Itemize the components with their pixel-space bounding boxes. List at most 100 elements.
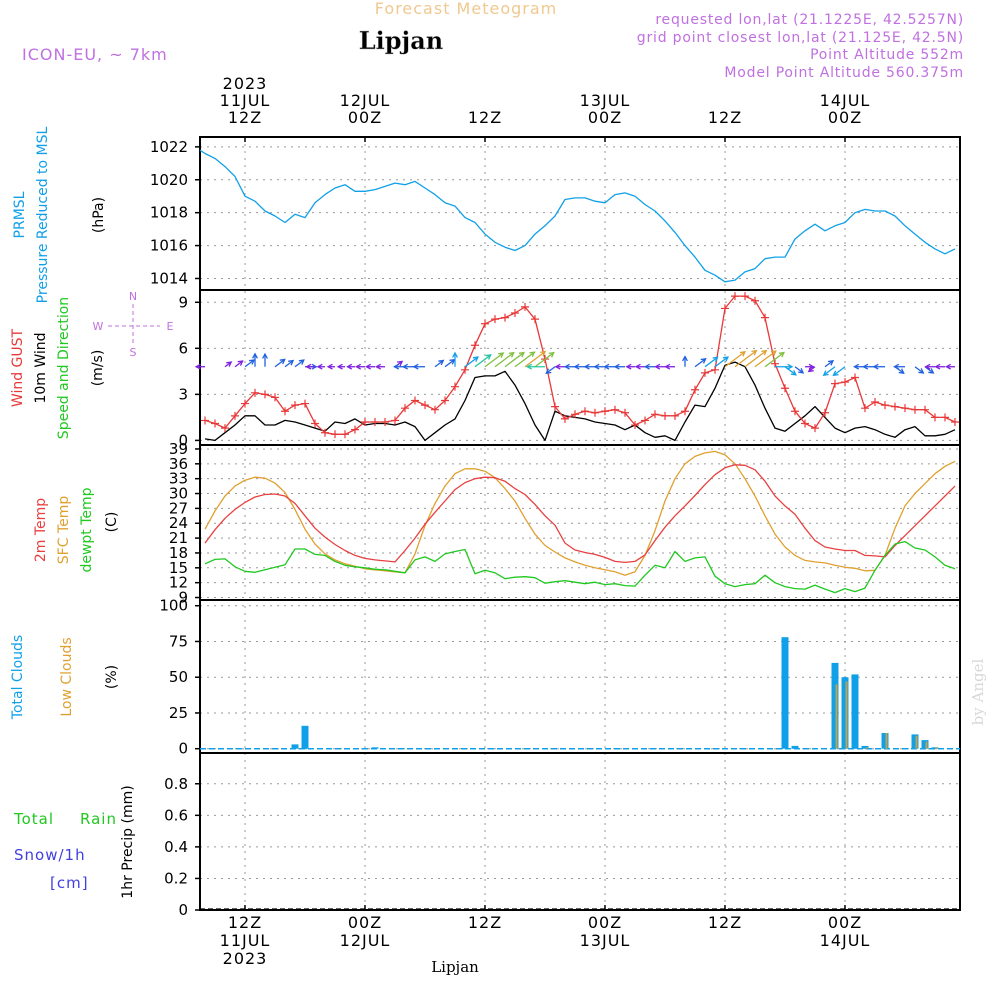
wind-direction-arrowhead: [751, 349, 758, 356]
ytick-label: 12: [169, 574, 188, 592]
ytick-label: 0.2: [164, 869, 188, 887]
gust-marker: [391, 416, 399, 425]
gust-marker: [601, 407, 609, 416]
wind-direction-arrowhead: [288, 359, 295, 366]
wind-direction-arrowhead: [722, 356, 729, 362]
gust-marker: [801, 419, 809, 428]
wind-direction-arrowhead: [787, 363, 794, 370]
total-cloud-bar: [921, 740, 929, 749]
low-cloud-bar: [935, 747, 938, 749]
ytick-label: 1022: [150, 138, 188, 156]
ytick-label: 75: [169, 632, 188, 650]
wind-direction-arrowhead: [654, 363, 661, 370]
ytick-label: 6: [178, 339, 188, 357]
total-cloud-bar: [841, 677, 849, 749]
precip-labels: Total Rain Snow/1h [cm] 1hr Precip (mm): [13, 785, 136, 898]
wind-compass: N S W E: [93, 290, 174, 359]
gust-marker: [361, 417, 369, 426]
wind-direction-arrowhead: [326, 363, 333, 370]
model-altitude: Model Point Altitude 560.375m: [724, 65, 964, 81]
wind-direction-arrowhead: [305, 363, 312, 370]
total-cloud-bar: [851, 674, 859, 749]
ytick-label: 0: [178, 431, 188, 449]
ytick-label: 0: [178, 740, 188, 758]
wind-direction-arrowhead: [832, 370, 839, 377]
wind-direction-arrowhead: [540, 350, 547, 357]
wind-direction-arrowhead: [401, 363, 409, 370]
wind-direction-arrowhead: [438, 359, 445, 366]
total-clouds-label: Total Clouds: [10, 635, 26, 720]
gust-marker: [661, 411, 669, 420]
low-cloud-bar: [925, 741, 928, 749]
wind-direction-arrowhead: [316, 363, 323, 370]
ytick-label: 100: [159, 597, 188, 615]
wind-direction-arrowhead: [226, 361, 233, 367]
total-cloud-bar: [881, 733, 889, 749]
wind-direction-arrowhead: [934, 363, 941, 370]
wind-direction-arrowhead: [412, 363, 419, 370]
wind-direction-arrowhead: [918, 368, 925, 374]
wind-direction-arrowhead: [397, 360, 404, 367]
wind-unit: (m/s): [90, 350, 106, 387]
wind-direction-arrowhead: [194, 363, 201, 370]
temp-dewpt-label: dewpt Temp: [79, 487, 95, 572]
precip-cm-label: [cm]: [50, 874, 89, 892]
wind-direction-arrowhead: [872, 363, 879, 370]
compass-s: S: [130, 346, 137, 359]
time-label-bottom: 00Z: [348, 913, 382, 932]
total-cloud-bar: [291, 744, 299, 749]
ytick-label: 1018: [150, 204, 188, 222]
footer-location: Lipjan: [431, 958, 479, 976]
time-label-bottom: 12JUL: [340, 931, 391, 950]
gust-marker: [921, 405, 929, 414]
wind-direction-arrowhead: [664, 363, 671, 370]
temp-labels: 2m Temp SFC Temp dewpt Temp (C): [33, 487, 120, 572]
pressure-label-msl: Pressure Reduced to MSL: [35, 126, 51, 303]
ytick-label: 1016: [150, 237, 188, 255]
cloud-unit: (%): [104, 665, 120, 689]
wind-direction-arrowhead: [700, 357, 707, 364]
gust-marker: [911, 405, 919, 414]
temp-unit: (C): [104, 512, 120, 533]
gust-marker: [381, 417, 389, 426]
wind-direction-arrowhead: [853, 363, 860, 370]
wind-direction-arrowhead: [643, 363, 650, 370]
gust-marker: [651, 410, 659, 419]
dewpt-line: [204, 540, 956, 594]
ytick-label: 25: [169, 704, 188, 722]
gust-marker: [871, 398, 879, 407]
time-label-top: 11JUL: [220, 91, 271, 110]
ytick-label: 18: [169, 544, 188, 562]
ytick-label: 3: [178, 385, 188, 403]
precip-snow-label: Snow/1h: [14, 846, 86, 864]
ytick-label: 0.4: [164, 838, 188, 856]
wind-direction-arrow: [524, 351, 546, 368]
gust-marker: [341, 430, 349, 439]
wind-direction-arrowhead: [336, 363, 343, 370]
gust-marker: [831, 379, 839, 388]
time-label-bottom: 14JUL: [820, 931, 871, 950]
total-cloud-bar: [371, 747, 379, 749]
wind-direction-arrowhead: [583, 363, 590, 370]
wind-direction-arrow: [444, 359, 455, 368]
series-layer: [194, 149, 960, 910]
gust-marker: [261, 390, 269, 399]
gust-marker: [851, 373, 859, 382]
wind-direction-arrowhead: [365, 363, 372, 370]
ytick-label: 9: [178, 589, 188, 607]
ytick-label: 33: [169, 470, 188, 488]
gust-marker: [551, 402, 559, 411]
wind-direction-arrowhead: [712, 356, 719, 363]
wind-direction-arrow: [704, 356, 718, 368]
pressure-unit: (hPa): [91, 197, 107, 233]
ytick-label: 21: [169, 529, 188, 547]
total-cloud-bar: [931, 747, 939, 749]
wind-direction-arrowhead: [822, 370, 829, 377]
chart-title: Forecast Meteogram: [375, 0, 557, 18]
wind-direction-arrowhead: [790, 370, 797, 376]
time-label-top: 00Z: [588, 108, 622, 127]
total-cloud-bar: [861, 745, 869, 749]
ytick-label: 15: [169, 559, 188, 577]
wind-dir-label: Speed and Direction: [56, 297, 72, 439]
